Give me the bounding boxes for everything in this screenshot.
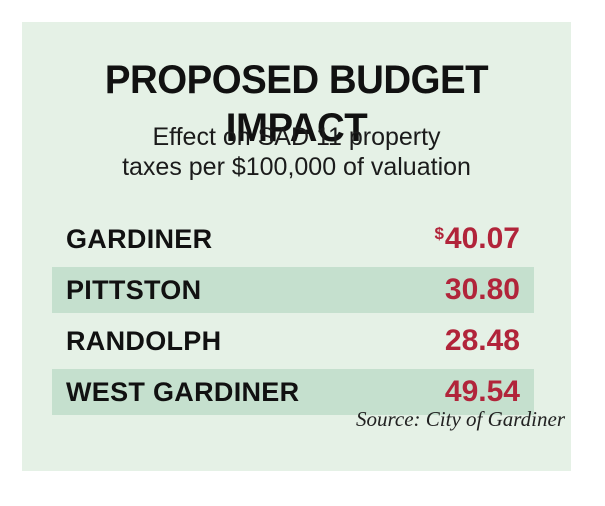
row-value: 30.80 [445, 273, 520, 307]
row-value: 49.54 [445, 375, 520, 409]
subtitle-line: Effect on SAD 11 property [152, 123, 441, 151]
row-value-number: 40.07 [444, 222, 520, 255]
row-label: GARDINER [66, 223, 213, 254]
row-value: 28.48 [445, 324, 520, 358]
source-note: Source: City of Gardiner [356, 407, 565, 431]
table-row: GARDINER $40.07 [52, 216, 534, 262]
row-value-number: 30.80 [444, 273, 520, 306]
table-row: PITTSTON 30.80 [52, 267, 534, 313]
budget-impact-table: GARDINER $40.07 PITTSTON 30.80 RANDOLPH 28.48… [52, 216, 534, 420]
currency-symbol: $ [434, 224, 444, 243]
row-label: WEST GARDINER [66, 376, 300, 407]
chart-title: PROPOSED BUDGET IMPACT [104, 58, 489, 150]
row-label: PITTSTON [66, 274, 202, 305]
subtitle-line: taxes per $100,000 of valuation [122, 153, 471, 181]
chart-subtitle: Effect on SAD 11 property taxes per $100… [22, 122, 571, 182]
row-value-number: 49.54 [444, 375, 520, 408]
row-label: RANDOLPH [66, 325, 222, 356]
row-value: $40.07 [434, 222, 520, 256]
table-row: WEST GARDINER 49.54 [52, 369, 534, 415]
row-value-number: 28.48 [444, 324, 520, 357]
table-row: RANDOLPH 28.48 [52, 318, 534, 364]
